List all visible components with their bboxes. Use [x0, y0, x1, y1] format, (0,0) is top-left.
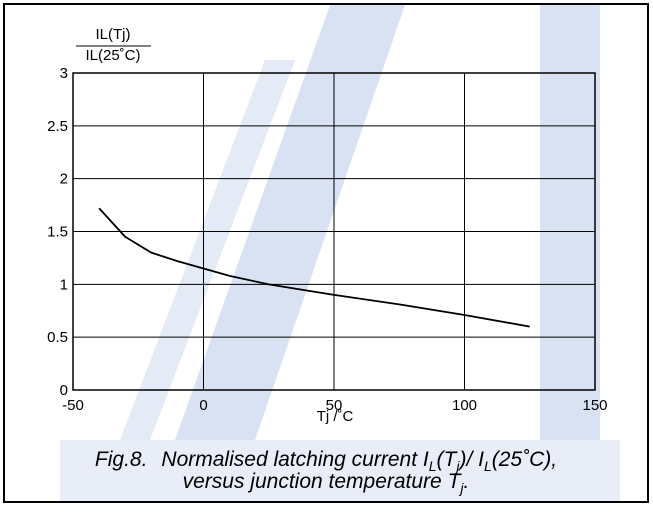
y-tick-label: 1.5 [47, 224, 68, 241]
caption-sub: L [484, 458, 492, 474]
y-tick-label: 0.5 [47, 329, 68, 346]
x-label: Tj /˚C [317, 408, 354, 425]
x-tick-label: 0 [199, 397, 207, 414]
watermark [60, 5, 620, 502]
y-label-top: IL(Tj) [96, 26, 131, 43]
caption-sub: L [429, 458, 437, 474]
plot-border [72, 72, 596, 391]
y-tick-label: 0 [60, 382, 68, 399]
x-tick-label: 100 [452, 397, 477, 414]
y-tick-label: 2 [60, 171, 68, 188]
caption-sub: j [454, 458, 460, 474]
caption-part: Fig.8. [95, 448, 148, 471]
frame [3, 3, 649, 503]
caption-part: Normalised latching current I [161, 448, 428, 471]
x-tick-label: -50 [62, 397, 84, 414]
caption-part: (T [437, 448, 459, 471]
caption-sub: j [458, 480, 464, 496]
line-series [98, 207, 530, 328]
caption-line1: Fig.8. Normalised latching current IL(Tj)… [95, 448, 557, 474]
caption-line2: versus junction temperature Tj. [183, 470, 470, 496]
caption-part: )/ I [456, 448, 484, 471]
y-label-bottom: IL(25˚C) [85, 47, 140, 64]
y-tick-label: 3 [60, 65, 68, 82]
y-tick-label: 2.5 [47, 118, 68, 135]
caption-part: (25˚C), [492, 448, 557, 471]
x-tick-label: 50 [326, 397, 343, 414]
caption-part: . [464, 470, 470, 493]
caption-part: versus junction temperature T [183, 470, 463, 493]
y-tick-label: 1 [60, 276, 68, 293]
x-tick-label: 150 [582, 397, 607, 414]
